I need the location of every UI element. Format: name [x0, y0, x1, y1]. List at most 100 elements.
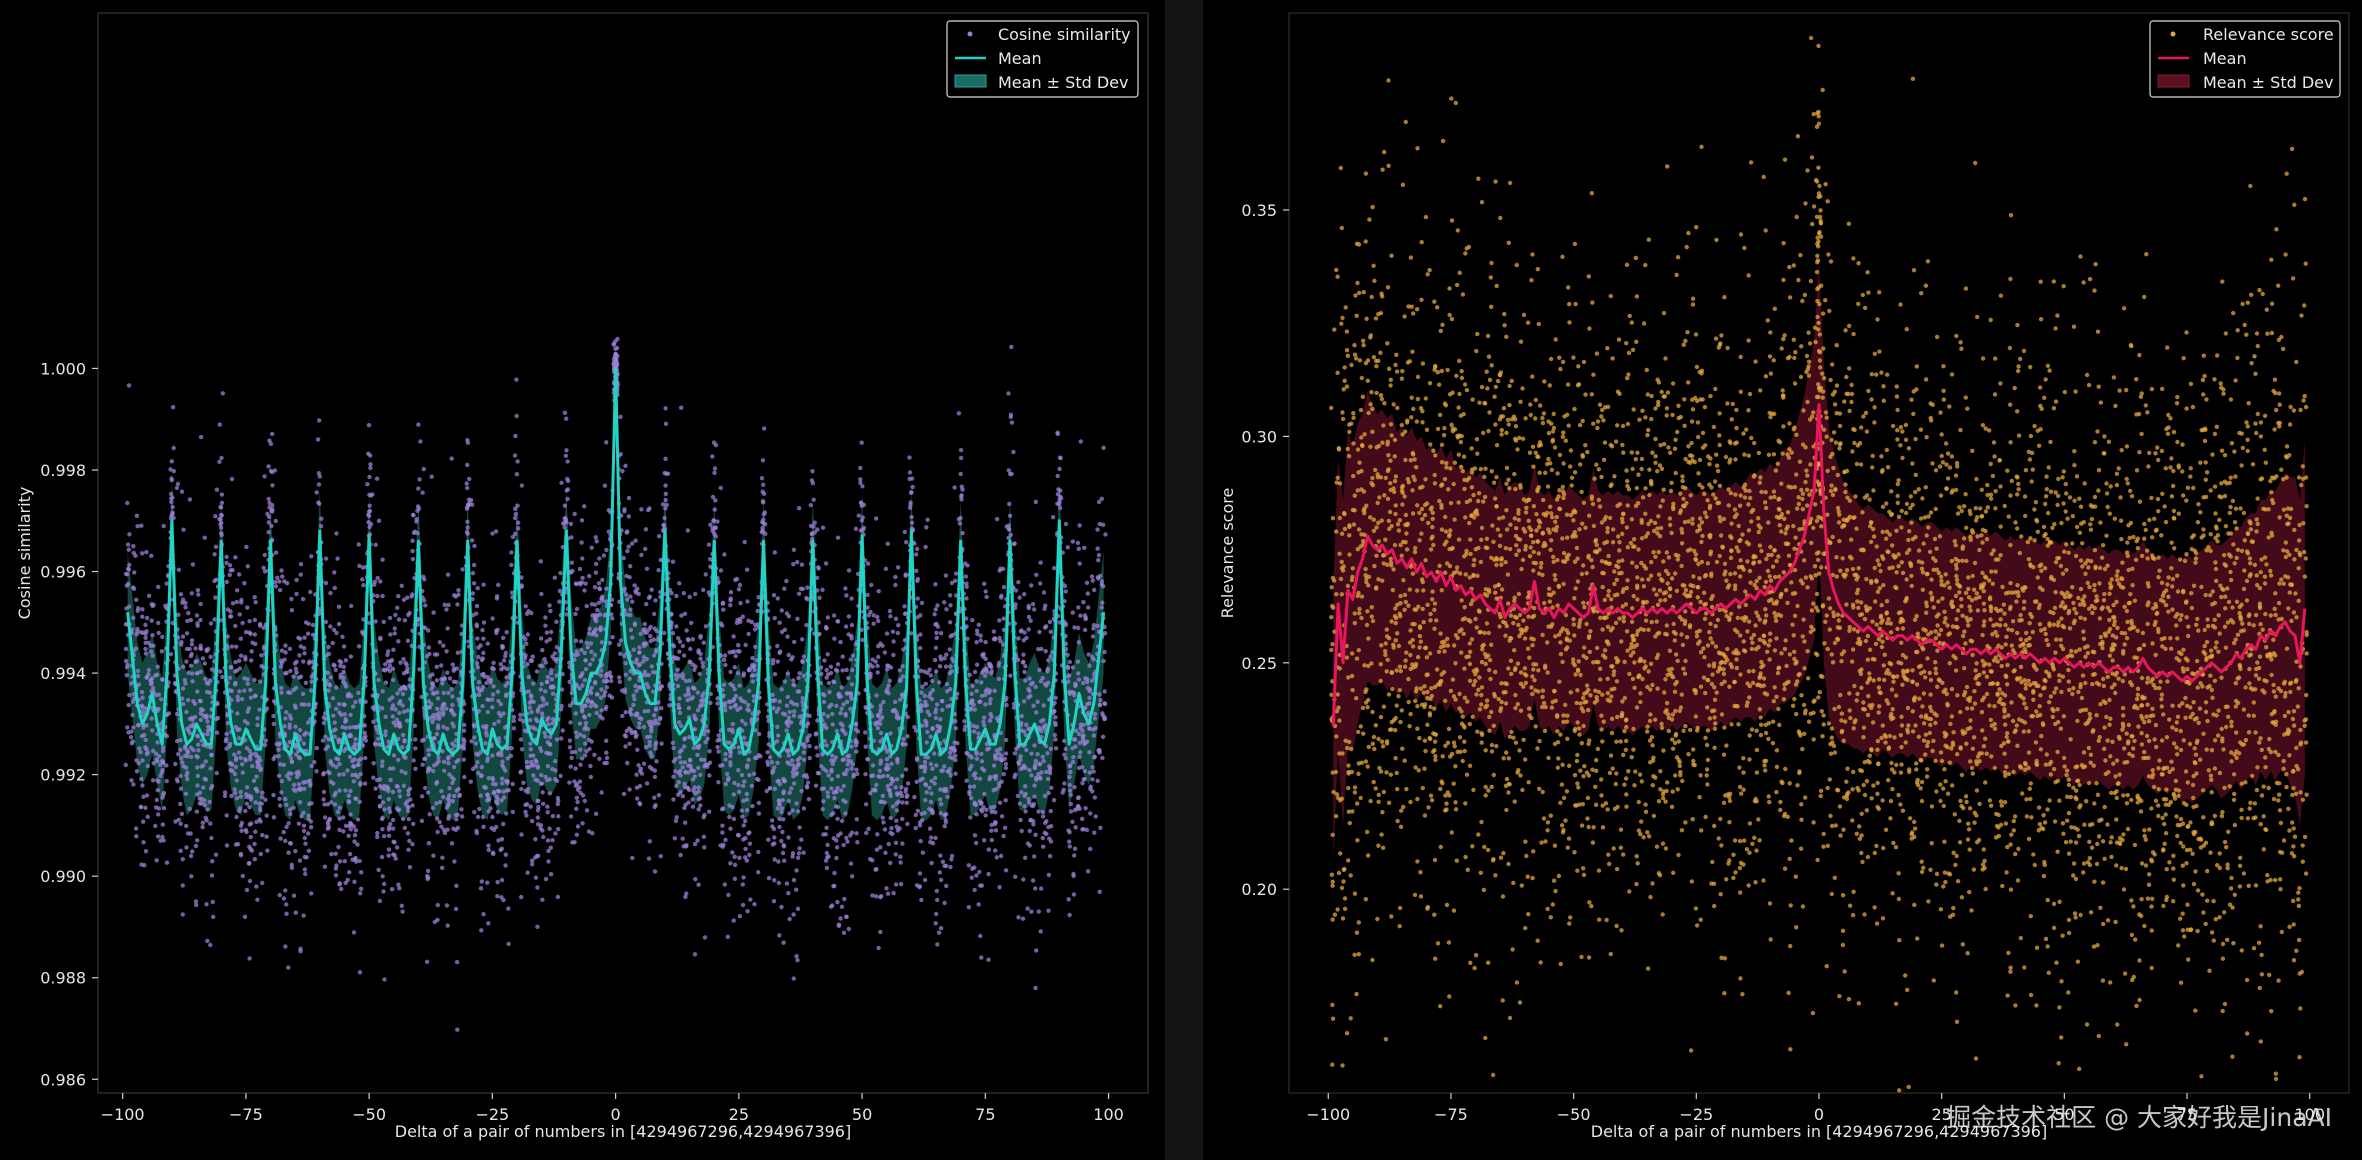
- L-scatter-point: [230, 601, 236, 606]
- L-scatter-point: [257, 679, 263, 684]
- L-scatter-point: [777, 802, 782, 807]
- L-scatter-point: [133, 646, 139, 651]
- L-scatter-point: [752, 902, 757, 907]
- L-scatter-point: [534, 853, 540, 859]
- L-scatter-point: [894, 777, 900, 782]
- L-scatter-point: [848, 657, 853, 662]
- L-scatter-point: [330, 696, 336, 701]
- L-scatter-point: [824, 743, 829, 748]
- L-scatter-point: [825, 842, 830, 848]
- L-scatter-point: [469, 739, 474, 744]
- L-scatter-point: [905, 793, 910, 798]
- L-scatter-point: [834, 855, 839, 861]
- L-scatter-point: [712, 466, 718, 471]
- L-scatter-point: [399, 685, 405, 690]
- L-scatter-point: [306, 720, 311, 725]
- L-scatter-point: [518, 712, 523, 717]
- L-scatter-point: [905, 734, 910, 739]
- L-scatter-point: [805, 785, 810, 790]
- L-scatter-point: [627, 787, 632, 792]
- L-scatter-point: [538, 559, 543, 564]
- L-scatter-point: [198, 669, 203, 674]
- L-scatter-point: [820, 691, 826, 697]
- L-scatter-point: [386, 788, 391, 794]
- L-scatter-point: [519, 786, 524, 792]
- L-scatter-point: [543, 734, 548, 739]
- L-scatter-point: [731, 792, 736, 797]
- L-scatter-point: [689, 620, 694, 626]
- L-scatter-point: [233, 680, 238, 686]
- L-scatter-point: [953, 578, 958, 583]
- L-scatter-point: [309, 679, 314, 684]
- L-scatter-point: [974, 628, 980, 633]
- L-scatter-point: [794, 887, 799, 892]
- L-scatter-point: [815, 527, 820, 532]
- L-scatter-point: [465, 519, 470, 524]
- L-scatter-point: [417, 477, 422, 482]
- L-scatter-point: [289, 865, 295, 870]
- L-scatter-point: [202, 802, 208, 808]
- L-scatter-point: [658, 854, 663, 859]
- L-scatter-point: [595, 692, 600, 697]
- L-scatter-point: [252, 841, 257, 847]
- L-scatter-point: [964, 778, 969, 783]
- L-scatter-point: [212, 552, 217, 557]
- L-scatter-point: [342, 712, 347, 717]
- L-scatter-point: [771, 705, 776, 711]
- L-scatter-point: [894, 808, 899, 813]
- L-scatter-point: [791, 912, 796, 917]
- L-scatter-point: [835, 535, 841, 540]
- L-scatter-point: [345, 877, 350, 883]
- L-scatter-point: [779, 809, 784, 815]
- L-scatter-point: [989, 714, 994, 719]
- L-scatter-point: [237, 736, 242, 741]
- L-scatter-point: [149, 602, 154, 607]
- L-scatter-point: [732, 876, 738, 881]
- L-scatter-point: [979, 759, 985, 764]
- L-scatter-point: [378, 635, 383, 641]
- L-scatter-point: [180, 760, 185, 765]
- L-scatter-point: [306, 848, 312, 853]
- L-scatter-point: [143, 651, 149, 656]
- L-scatter-point: [737, 855, 742, 860]
- L-scatter-point: [457, 792, 462, 798]
- L-scatter-point: [939, 768, 944, 773]
- L-scatter-point: [715, 701, 720, 706]
- L-scatter-point: [938, 926, 944, 931]
- L-scatter-point: [933, 607, 938, 612]
- L-scatter-point: [513, 531, 518, 536]
- L-scatter-point: [500, 759, 505, 764]
- L-scatter-point: [493, 824, 499, 830]
- L-scatter-point: [929, 860, 934, 866]
- L-scatter-point: [126, 383, 132, 388]
- L-scatter-point: [986, 746, 992, 751]
- L-scatter-point: [583, 741, 588, 746]
- L-scatter-point: [124, 673, 130, 678]
- L-scatter-point: [337, 881, 343, 886]
- L-scatter-point: [257, 763, 262, 768]
- L-scatter-point: [287, 646, 293, 651]
- L-scatter-point: [545, 674, 551, 680]
- L-scatter-point: [300, 596, 306, 602]
- L-scatter-point: [342, 681, 348, 687]
- L-scatter-point: [723, 751, 728, 757]
- L-scatter-point: [894, 818, 899, 823]
- L-scatter-point: [144, 723, 149, 728]
- L-scatter-point: [511, 718, 517, 724]
- L-scatter-point: [208, 744, 214, 750]
- L-scatter-point: [801, 806, 807, 811]
- L-scatter-point: [722, 653, 728, 658]
- L-scatter-point: [939, 802, 944, 807]
- L-scatter-point: [400, 703, 405, 708]
- L-scatter-point: [297, 636, 303, 641]
- L-scatter-point: [308, 783, 313, 788]
- L-scatter-point: [839, 706, 844, 711]
- L-scatter-point: [772, 550, 777, 555]
- L-scatter-point: [707, 773, 712, 778]
- L-scatter-point: [454, 959, 460, 965]
- L-scatter-point: [373, 786, 378, 791]
- L-scatter-point: [747, 841, 753, 846]
- L-scatter-point: [893, 699, 898, 705]
- L-scatter-point: [898, 790, 903, 796]
- L-scatter-point: [925, 517, 930, 522]
